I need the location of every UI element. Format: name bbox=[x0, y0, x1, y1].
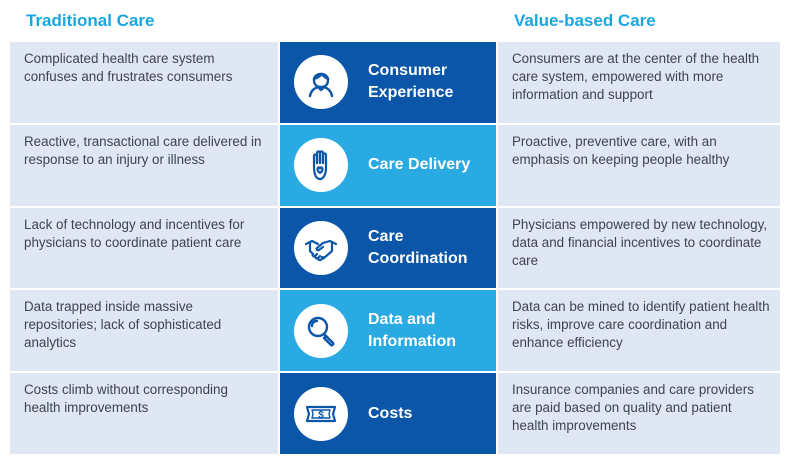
category-consumer-experience: Consumer Experience bbox=[278, 42, 498, 123]
traditional-consumer-experience: Complicated health care system confuses … bbox=[10, 42, 278, 123]
category-care-delivery: Care Delivery bbox=[278, 124, 498, 206]
category-label: Data and Information bbox=[368, 310, 456, 350]
value-care-delivery: Proactive, preventive care, with an emph… bbox=[498, 124, 780, 206]
traditional-care-header: Traditional Care bbox=[26, 11, 155, 30]
category-label: Consumer Experience bbox=[368, 62, 454, 102]
handshake-icon bbox=[294, 220, 348, 275]
magnifier-icon bbox=[294, 303, 348, 358]
traditional-data-information: Data trapped inside massive repositories… bbox=[10, 290, 278, 372]
person-icon bbox=[294, 55, 348, 110]
category-data-information: Data and Information bbox=[278, 290, 498, 372]
value-based-care-header: Value-based Care bbox=[514, 11, 656, 30]
dollar-bill-icon: $ bbox=[294, 386, 348, 441]
value-consumer-experience: Consumers are at the center of the healt… bbox=[498, 42, 780, 123]
category-care-coordination: Care Coordination bbox=[278, 207, 498, 289]
value-care-coordination: Physicians empowered by new technology, … bbox=[498, 207, 780, 289]
svg-text:$: $ bbox=[318, 410, 324, 421]
value-costs: Insurance companies and care providers a… bbox=[498, 373, 780, 454]
value-data-information: Data can be mined to identify patient he… bbox=[498, 290, 780, 372]
category-label: Costs bbox=[368, 404, 413, 422]
traditional-care-delivery: Reactive, transactional care delivered i… bbox=[10, 124, 278, 206]
traditional-care-coordination: Lack of technology and incentives for ph… bbox=[10, 207, 278, 289]
traditional-costs: Costs climb without corresponding health… bbox=[10, 373, 278, 454]
category-costs: $ Costs bbox=[278, 373, 498, 454]
category-label: Care Coordination bbox=[368, 227, 468, 267]
comparison-table: Complicated health care system confuses … bbox=[10, 42, 780, 454]
category-label: Care Delivery bbox=[368, 156, 471, 174]
hand-heart-icon bbox=[294, 138, 348, 193]
